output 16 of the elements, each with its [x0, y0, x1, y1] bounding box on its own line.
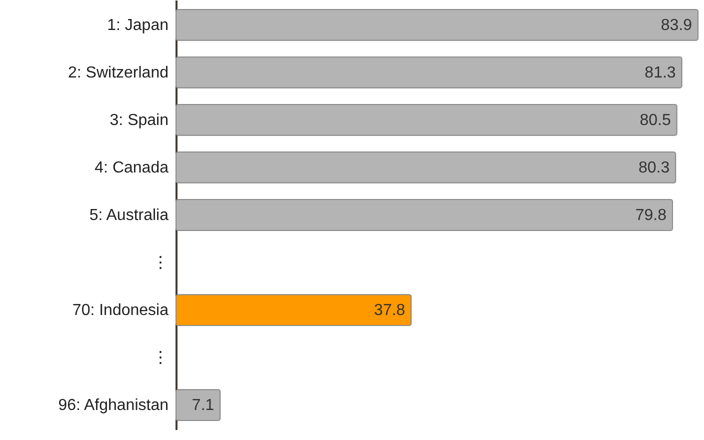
- data-label: 37.8: [374, 302, 406, 320]
- data-label: 81.3: [644, 64, 676, 82]
- y-tick-label: 3: Spain: [110, 112, 168, 129]
- data-label: 80.3: [638, 159, 670, 176]
- y-tick-label: 2: Switzerland: [68, 64, 168, 82]
- y-tick-label: 96: Afghanistan: [58, 397, 168, 414]
- y-tick-label: ⋮: [152, 350, 168, 367]
- y-tick-label: 70: Indonesia: [72, 302, 169, 320]
- y-tick-label: 5: Australia: [89, 207, 169, 224]
- y-tick-label: 4: Canada: [94, 159, 169, 176]
- data-label: 7.1: [192, 397, 214, 414]
- data-label: 83.9: [660, 16, 692, 34]
- y-tick-label: 1: Japan: [107, 16, 168, 34]
- y-tick-label: ⋮: [152, 254, 168, 272]
- data-label: 80.5: [640, 112, 671, 129]
- data-label: 79.8: [635, 207, 667, 224]
